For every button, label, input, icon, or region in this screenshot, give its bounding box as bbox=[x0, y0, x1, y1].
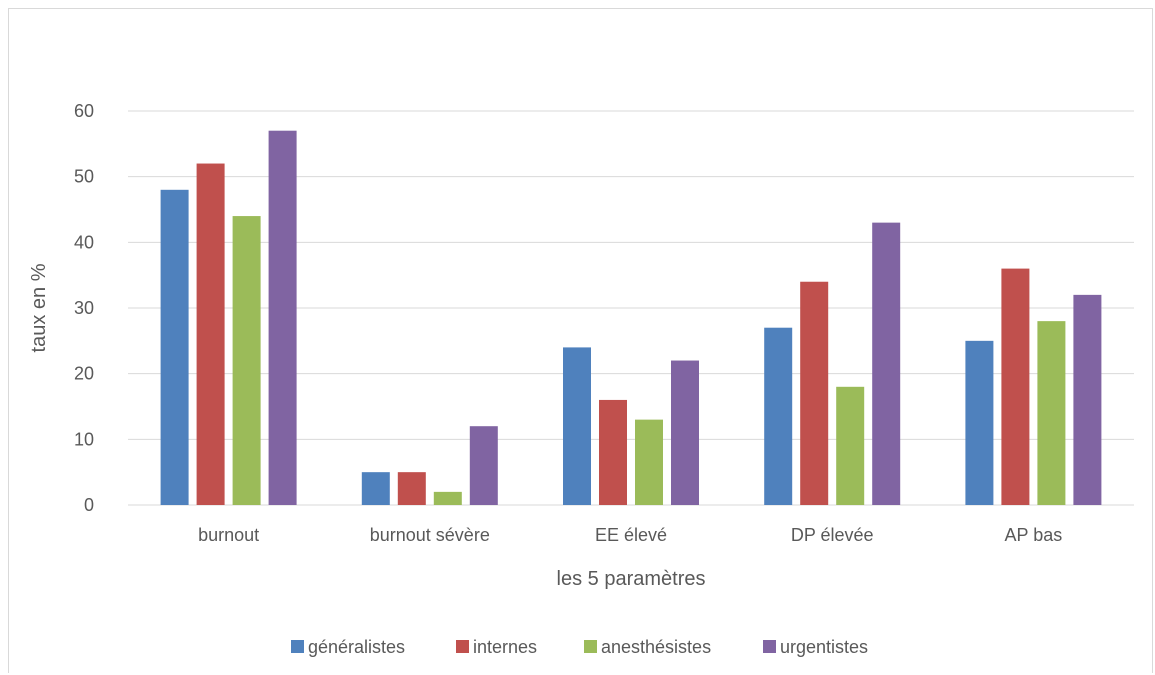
y-tick-label: 40 bbox=[74, 232, 94, 252]
bar-chart: 0 10 20 30 40 50 60 burnout burnout sévère EE él… bbox=[28, 101, 1134, 657]
bars bbox=[160, 130, 1102, 506]
y-tick-label: 20 bbox=[74, 364, 94, 384]
bar-urgentistes-burnout bbox=[268, 130, 297, 505]
bar-internes-burnout sévère bbox=[397, 472, 426, 505]
chart-frame: 0 10 20 30 40 50 60 burnout burnout sévère EE él… bbox=[8, 8, 1153, 673]
bar-urgentistes-DP élevée bbox=[872, 222, 901, 505]
legend-label: anesthésistes bbox=[601, 637, 711, 657]
bar-urgentistes-EE élevé bbox=[671, 360, 699, 505]
legend-item-anesthésistes: anesthésistes bbox=[584, 637, 711, 657]
legend-item-internes: internes bbox=[456, 637, 537, 657]
x-tick-label: DP élevée bbox=[791, 525, 874, 545]
legend-item-urgentistes: urgentistes bbox=[763, 637, 868, 657]
legend-swatch bbox=[763, 640, 776, 653]
bar-anesthésistes-AP bas bbox=[1037, 321, 1066, 505]
bar-internes-burnout bbox=[196, 163, 225, 506]
bar-urgentistes-burnout sévère bbox=[469, 426, 498, 505]
y-axis-title: taux en % bbox=[28, 263, 50, 352]
x-tick-label: AP bas bbox=[1005, 525, 1063, 545]
bar-généralistes-AP bas bbox=[965, 340, 994, 505]
y-tick-label: 0 bbox=[84, 495, 94, 515]
legend-label: internes bbox=[473, 637, 537, 657]
legend-label: généralistes bbox=[308, 637, 405, 657]
y-tick-label: 30 bbox=[74, 298, 94, 318]
bar-généralistes-burnout sévère bbox=[361, 472, 390, 505]
y-tick-label: 10 bbox=[74, 429, 94, 449]
y-axis-tick-labels: 0 10 20 30 40 50 60 bbox=[74, 101, 94, 515]
bar-anesthésistes-EE élevé bbox=[635, 419, 663, 505]
x-axis-title: les 5 paramètres bbox=[557, 568, 706, 590]
bar-anesthésistes-burnout bbox=[232, 216, 261, 506]
legend-label: urgentistes bbox=[780, 637, 868, 657]
legend-swatch bbox=[291, 640, 304, 653]
legend: généralistes internes anesthésistes urgenti… bbox=[291, 637, 868, 657]
x-axis-tick-labels: burnout burnout sévère EE élevé DP élevée AP… bbox=[198, 525, 1062, 545]
bar-anesthésistes-DP élevée bbox=[836, 386, 865, 505]
legend-item-généralistes: généralistes bbox=[291, 637, 405, 657]
x-tick-label: burnout bbox=[198, 525, 259, 545]
x-tick-label: burnout sévère bbox=[370, 525, 490, 545]
legend-swatch bbox=[456, 640, 469, 653]
legend-swatch bbox=[584, 640, 597, 653]
bar-généralistes-DP élevée bbox=[764, 327, 793, 505]
bar-urgentistes-AP bas bbox=[1073, 294, 1102, 505]
y-tick-label: 60 bbox=[74, 101, 94, 121]
y-tick-label: 50 bbox=[74, 167, 94, 187]
bar-internes-DP élevée bbox=[800, 281, 829, 505]
bar-généralistes-EE élevé bbox=[563, 347, 591, 505]
x-tick-label: EE élevé bbox=[595, 525, 667, 545]
bar-internes-EE élevé bbox=[599, 399, 627, 505]
bar-généralistes-burnout bbox=[160, 189, 189, 506]
bar-anesthésistes-burnout sévère bbox=[433, 491, 462, 505]
bar-internes-AP bas bbox=[1001, 268, 1030, 505]
